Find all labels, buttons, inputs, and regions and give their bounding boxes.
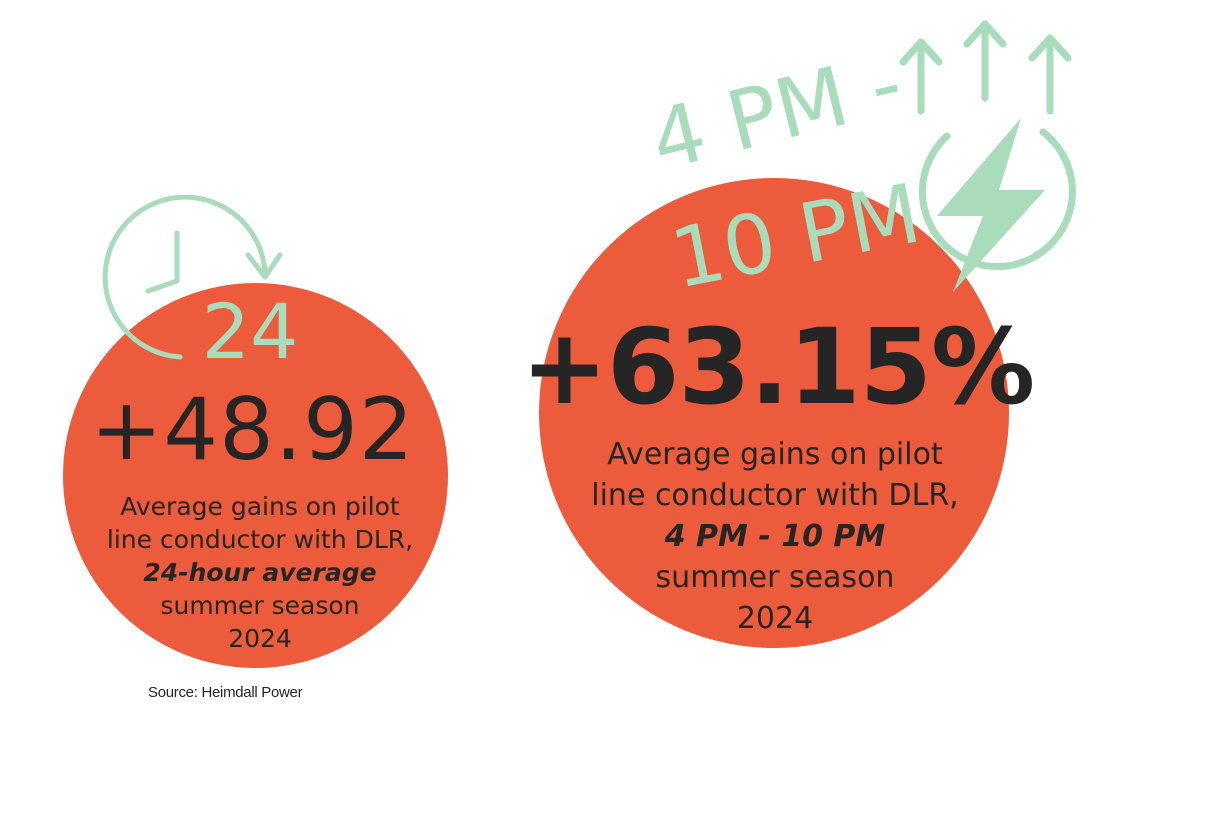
right-desc-emphasis: 4 PM - 10 PM xyxy=(664,519,886,554)
time-window-end: 10 PM xyxy=(664,167,920,300)
right-desc-line-5: 2024 xyxy=(736,601,814,636)
lightning-bolt-icon xyxy=(918,118,1076,292)
right-desc-line-2: line conductor with DLR, xyxy=(591,478,959,513)
left-desc-line-4: summer season xyxy=(160,591,360,620)
time-window-start: 4 PM - xyxy=(642,60,912,189)
clock-icon: 24 xyxy=(102,195,299,370)
right-stat-circle xyxy=(539,178,1009,648)
left-desc-line-5: 2024 xyxy=(228,624,292,653)
left-stat-value: +48.92 xyxy=(90,380,415,480)
source-note: Source: Heimdall Power xyxy=(148,684,303,701)
left-hours-badge: 24 xyxy=(202,287,299,370)
left-desc-line-2: line conductor with DLR, xyxy=(106,525,414,554)
left-description: Average gains on pilot line conductor wi… xyxy=(80,490,440,655)
right-desc-line-4: summer season xyxy=(655,560,895,595)
right-description: Average gains on pilot line conductor wi… xyxy=(560,434,990,639)
up-arrows-icon xyxy=(899,20,1072,115)
left-desc-line-1: Average gains on pilot xyxy=(120,492,400,521)
right-stat-value: +63.15% xyxy=(520,306,1035,428)
left-desc-emphasis: 24-hour average xyxy=(143,558,377,587)
right-desc-line-1: Average gains on pilot xyxy=(607,437,943,472)
left-stat-circle xyxy=(63,283,448,668)
time-window-label: 4 PM - 10 PM xyxy=(642,60,920,300)
